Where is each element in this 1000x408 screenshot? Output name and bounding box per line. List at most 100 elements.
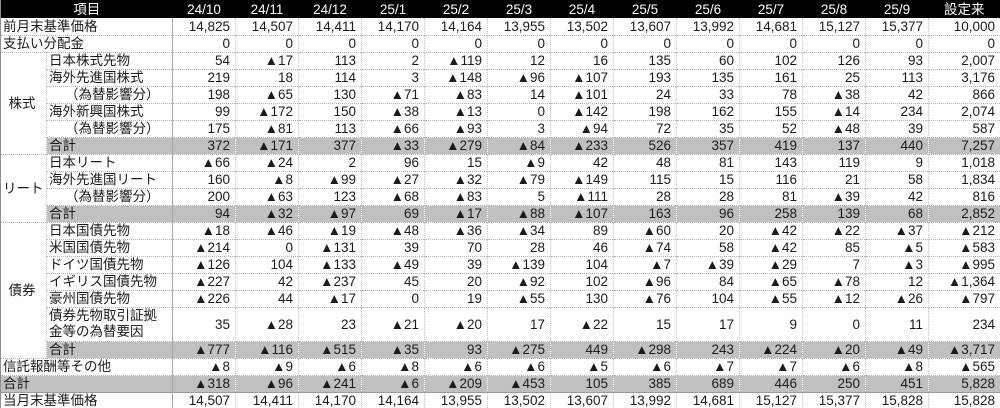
value-cell: 17	[676, 306, 740, 341]
value-cell: ▲37	[865, 221, 929, 239]
group-label-cell: 株式	[0, 51, 47, 154]
value-cell: 28	[676, 187, 740, 205]
value-cell: 25	[802, 68, 866, 86]
value-cell: ▲65	[235, 85, 299, 103]
value-cell: ▲22	[550, 306, 614, 341]
value-cell: ▲94	[550, 119, 614, 137]
value-cell: 451	[865, 374, 929, 392]
value-cell: 0	[613, 34, 677, 52]
table-row-paid-distribution: 支払い分配金 0 0 0 0 0 0 0 0 0 0 0 0 0	[0, 34, 1000, 52]
value-cell: ▲148	[424, 68, 488, 86]
row-label-cell: （為替影響分）	[46, 119, 173, 137]
month-column-header: 25/7	[739, 0, 803, 18]
value-cell: 102	[739, 51, 803, 69]
value-cell: 99	[172, 102, 236, 120]
value-cell: 130	[298, 85, 362, 103]
value-cell: 200	[172, 187, 236, 205]
value-cell: 0	[802, 34, 866, 52]
value-cell: ▲7	[613, 255, 677, 273]
value-cell: ▲116	[235, 340, 299, 358]
value-cell: ▲19	[298, 221, 362, 239]
value-cell: 150	[298, 102, 362, 120]
value-cell: 13,955	[487, 18, 551, 35]
value-cell: ▲6	[424, 357, 488, 375]
value-cell: ▲139	[487, 255, 551, 273]
value-cell: ▲237	[298, 272, 362, 290]
value-cell: 243	[676, 340, 740, 358]
value-cell: 2	[298, 153, 362, 171]
value-cell: 68	[865, 204, 929, 222]
value-cell: ▲1,364	[928, 272, 1000, 290]
value-cell: 198	[613, 102, 677, 120]
value-cell: 15,828	[928, 391, 1000, 408]
value-cell: 1,018	[928, 153, 1000, 171]
value-cell: 70	[424, 238, 488, 256]
value-cell: ▲777	[172, 340, 236, 358]
table-row-au-bond-futures: 豪州国債先物 ▲226 44 ▲17 0 19 ▲55 130 ▲76 104 ▲55 ▲12 ▲26 ▲…	[1, 289, 1000, 307]
value-cell: 104	[550, 255, 614, 273]
value-cell: ▲83	[424, 187, 488, 205]
value-cell: 449	[550, 340, 614, 358]
value-cell: 219	[172, 68, 236, 86]
value-cell: 78	[739, 85, 803, 103]
month-column-header: 24/10	[172, 0, 236, 18]
value-cell: ▲38	[802, 85, 866, 103]
value-cell: 162	[676, 102, 740, 120]
value-cell: 21	[802, 170, 866, 188]
value-cell: 13,955	[424, 391, 488, 408]
value-cell: 377	[298, 136, 362, 154]
value-cell: ▲17	[424, 204, 488, 222]
row-label-cell: 債券先物取引証拠金等の為替要因	[46, 306, 173, 341]
value-cell: ▲9	[235, 357, 299, 375]
value-cell: ▲995	[928, 255, 1000, 273]
value-cell: ▲119	[424, 51, 488, 69]
value-cell: 14,411	[298, 18, 362, 35]
value-cell: ▲49	[865, 340, 929, 358]
value-cell: 0	[361, 34, 425, 52]
row-label-cell: 合計	[46, 340, 173, 358]
value-cell: ▲55	[487, 289, 551, 307]
value-cell: ▲275	[487, 340, 551, 358]
value-cell: 81	[739, 187, 803, 205]
value-cell: 24	[613, 85, 677, 103]
value-cell: 89	[550, 221, 614, 239]
value-cell: ▲78	[802, 272, 866, 290]
value-cell: 14,164	[361, 391, 425, 408]
value-cell: 0	[676, 34, 740, 52]
value-cell: 130	[550, 289, 614, 307]
value-cell: ▲172	[235, 102, 299, 120]
value-cell: 11	[865, 306, 929, 341]
value-cell: 0	[298, 34, 362, 52]
value-cell: 14	[487, 85, 551, 103]
row-label-cell: 豪州国債先物	[46, 289, 173, 307]
group-label-cell: リート	[0, 153, 47, 222]
table-row-prev-month-nav: 前月末基準価格 14,825 14,507 14,411 14,170 14,164 13,…	[0, 18, 1000, 35]
value-cell: 14,507	[172, 391, 236, 408]
table-row-jp-reit: リート 日本リート ▲66 ▲24 2 96 15 ▲9 42 48 81 143 119 9 1,018	[0, 153, 1000, 222]
value-cell: 104	[235, 255, 299, 273]
table-row-dev-foreign-equity: 海外先進国株式 219 18 114 3 ▲148 ▲96 ▲107 193 135 161 25 11…	[1, 68, 1000, 86]
value-cell: ▲233	[550, 136, 614, 154]
value-cell: ▲22	[802, 221, 866, 239]
value-cell: 116	[739, 170, 803, 188]
value-cell: ▲209	[424, 374, 488, 392]
value-cell: ▲797	[928, 289, 1000, 307]
value-cell: 258	[739, 204, 803, 222]
value-cell: ▲66	[361, 119, 425, 137]
value-cell: ▲84	[487, 136, 551, 154]
value-cell: 175	[172, 119, 236, 137]
value-cell: ▲79	[487, 170, 551, 188]
value-cell: ▲7	[676, 357, 740, 375]
row-label-cell: 海外先進国リート	[46, 170, 173, 188]
value-cell: 0	[172, 34, 236, 52]
value-cell: 3,176	[928, 68, 1000, 86]
value-cell: 0	[235, 34, 299, 52]
row-label-cell: 合計	[46, 204, 173, 222]
value-cell: 15,377	[865, 18, 929, 35]
value-cell: ▲6	[802, 357, 866, 375]
value-cell: 28	[487, 238, 551, 256]
value-cell: 14,411	[235, 391, 299, 408]
value-cell: ▲214	[172, 238, 236, 256]
row-label-cell: ドイツ国債先物	[46, 255, 173, 273]
value-cell: 15	[676, 170, 740, 188]
